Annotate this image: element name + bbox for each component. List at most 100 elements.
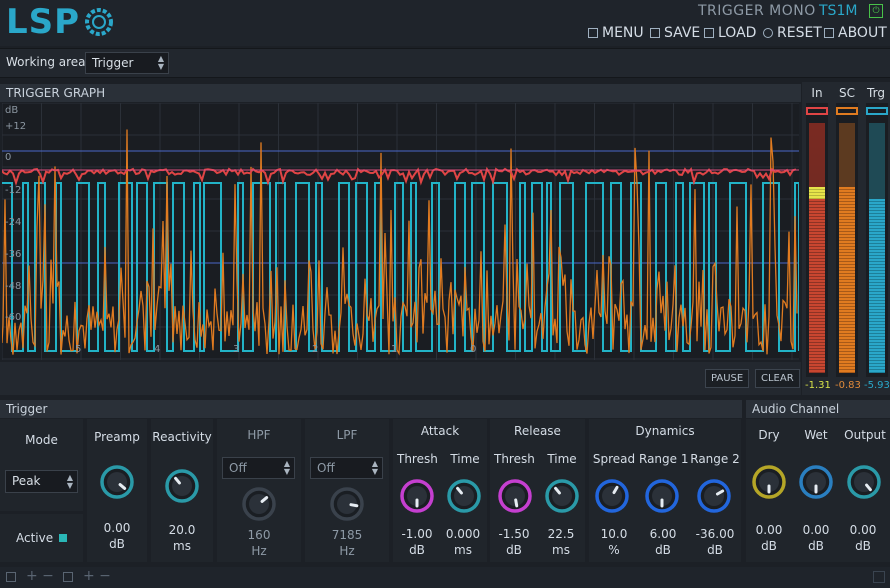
hpf-label: HPF <box>247 428 271 442</box>
y-tick-label: 0 <box>5 152 12 163</box>
meter-trg-fill <box>869 199 885 373</box>
clip-indicator <box>866 107 888 115</box>
spread-knob[interactable] <box>594 478 630 517</box>
spread-label: Spread <box>592 452 636 466</box>
trigger-signal <box>2 182 799 352</box>
meter-in-fill <box>809 199 825 373</box>
range2-value: -36.00 dB <box>695 527 735 557</box>
lpf-value: 7185 Hz <box>331 528 363 558</box>
lsp-logo: LSP <box>6 2 81 42</box>
clear-button[interactable]: CLEAR <box>755 369 800 388</box>
plugin-version: TS1M <box>819 3 858 19</box>
about-icon <box>824 28 834 38</box>
output-label: Output <box>844 428 886 442</box>
attack-thresh-knob[interactable] <box>399 478 435 517</box>
zoom-controls[interactable]: + − <box>26 568 54 584</box>
lpf-knob[interactable] <box>329 486 365 525</box>
dry-value: 0.00 dB <box>755 523 783 553</box>
lpf-select[interactable]: Off ▲ ▼ <box>310 457 383 479</box>
active-led[interactable] <box>59 534 67 542</box>
release-time-label: Time <box>547 452 577 466</box>
font-size-controls[interactable]: + − <box>83 568 111 584</box>
graph-footer: PAUSE CLEAR <box>0 362 801 395</box>
wet-value: 0.00 dB <box>802 523 830 553</box>
envelope-signal <box>2 166 797 187</box>
window-icon[interactable] <box>6 572 16 582</box>
reactivity-label: Reactivity <box>152 430 212 444</box>
attack-label: Attack <box>420 424 460 438</box>
release-label: Release <box>514 424 561 438</box>
lpf-label: LPF <box>336 428 358 442</box>
plugin-name: TRIGGER MONO <box>698 3 816 19</box>
y-tick-label: -48 <box>5 281 22 292</box>
preamp-label: Preamp <box>94 430 140 444</box>
working-area-select[interactable]: Trigger ▲ ▼ <box>85 52 169 74</box>
meter-sc-value: -0.83 <box>835 380 861 391</box>
x-tick-label: 4 <box>154 344 161 355</box>
x-tick-label: 5 <box>75 344 82 355</box>
spread-value: 10.0% <box>600 527 628 557</box>
clip-indicator <box>836 107 858 115</box>
font-icon[interactable] <box>63 572 73 582</box>
save-button[interactable]: SAVE <box>650 25 700 41</box>
attack-thresh-label: Thresh <box>397 452 438 466</box>
power-button[interactable]: ⏻ <box>869 4 883 18</box>
active-group: Active <box>0 514 83 562</box>
menu-button[interactable]: MENU <box>588 25 644 41</box>
range2-knob[interactable] <box>696 478 732 517</box>
updown-arrow-icon: ▲ ▼ <box>283 459 290 476</box>
range1-label: Range 1 <box>639 452 689 466</box>
hpf-select[interactable]: Off ▲ ▼ <box>222 457 295 479</box>
meter-trg-label: Trg <box>867 86 885 100</box>
x-tick-label: 0 <box>470 344 477 355</box>
release-thresh-value: -1.50 dB <box>498 527 530 557</box>
db-unit-label: dB <box>5 105 19 116</box>
working-area-bar: Working area Trigger ▲ ▼ <box>0 48 890 78</box>
attack-time-knob[interactable] <box>446 478 482 517</box>
audio-channel-title: Audio Channel <box>746 400 890 418</box>
x-tick-label: 1 <box>391 344 398 355</box>
pause-button[interactable]: PAUSE <box>705 369 750 388</box>
clip-indicator <box>806 107 828 115</box>
resize-handle[interactable] <box>873 571 885 583</box>
updown-arrow-icon: ▲ ▼ <box>371 459 378 476</box>
release-thresh-knob[interactable] <box>497 478 533 517</box>
updown-arrow-icon: ▲ ▼ <box>157 54 164 71</box>
sidechain-signal <box>2 129 798 356</box>
preamp-value: 0.00 dB <box>103 521 131 551</box>
range2-label: Range 2 <box>690 452 740 466</box>
reactivity-knob[interactable] <box>164 468 200 507</box>
range1-value: 6.00 dB <box>649 527 677 557</box>
attack-time-value: 0.000 ms <box>445 527 481 557</box>
dry-knob[interactable] <box>751 464 787 503</box>
y-tick-label: -24 <box>5 217 22 228</box>
load-button[interactable]: LOAD <box>704 25 756 41</box>
x-tick-label: 2 <box>312 344 319 355</box>
wet-knob[interactable] <box>798 464 834 503</box>
meter-trg <box>866 103 888 377</box>
x-tick-label: 3 <box>233 344 240 355</box>
hpf-knob[interactable] <box>241 486 277 525</box>
menu-icon <box>588 28 598 38</box>
range1-knob[interactable] <box>644 478 680 517</box>
output-knob[interactable] <box>846 464 882 503</box>
y-tick-label: -60 <box>5 312 22 323</box>
reset-button[interactable]: RESET <box>763 25 822 41</box>
meter-in-peak <box>809 187 825 199</box>
attack-thresh-value: -1.00 dB <box>401 527 433 557</box>
mode-group: Mode Peak ▲ ▼ <box>0 419 83 511</box>
meter-sc-label: SC <box>839 86 855 100</box>
reactivity-value: 20.0 ms <box>168 523 196 553</box>
meter-in-value: -1.31 <box>805 380 831 391</box>
meter-sc-fill <box>839 187 855 373</box>
updown-arrow-icon: ▲ ▼ <box>66 473 73 490</box>
reset-icon <box>763 28 773 38</box>
preamp-knob[interactable] <box>99 464 135 503</box>
y-tick-label: +12 <box>5 121 27 132</box>
release-time-knob[interactable] <box>544 478 580 517</box>
mode-select[interactable]: Peak ▲ ▼ <box>5 470 78 493</box>
about-button[interactable]: ABOUT <box>824 25 887 41</box>
active-label: Active <box>16 531 54 545</box>
hpf-value: 160 Hz <box>247 528 271 558</box>
release-time-value: 22.5 ms <box>547 527 575 557</box>
